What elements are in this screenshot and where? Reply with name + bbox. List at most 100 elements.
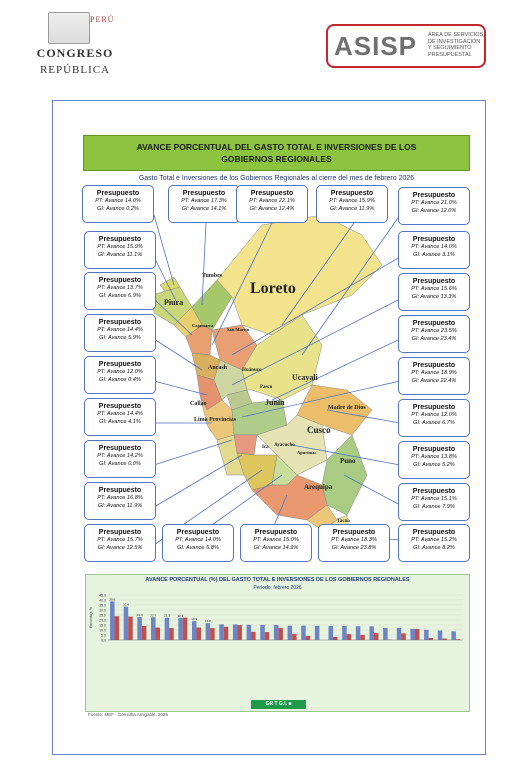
document-frame — [52, 100, 486, 755]
bar-gi — [292, 634, 297, 640]
region-arequipa — [251, 474, 328, 521]
bar-pt — [151, 617, 156, 640]
asisp-subtitle: ÁREA DE SERVICIOS DE INVESTIGACIÓN Y SEG… — [428, 32, 484, 58]
bar-gi — [373, 633, 379, 640]
y-axis-label: Porcentaje % — [89, 607, 93, 628]
place-junin: Junín — [265, 398, 285, 407]
budget-box-heading: Presupuesto — [98, 403, 142, 410]
budget-box-22: Presupuesto PT: Avance 15.0% GI: Avance 14… — [240, 524, 312, 562]
budget-box-heading: Presupuesto — [98, 529, 142, 536]
bar-data-label: 22.3 — [164, 614, 170, 618]
budget-box-gi: GI: Avance 0.2% — [97, 206, 139, 212]
budget-box-12: Presupuesto PT: Avance 12.0% GI: Avance 0.… — [84, 356, 156, 394]
budget-box-pt: PT: Avance 15.2% — [411, 537, 457, 543]
bar-pt — [260, 624, 265, 640]
bar-pt — [355, 626, 361, 640]
budget-box-heading: Presupuesto — [412, 488, 456, 495]
asisp-wordmark: ASISP — [334, 31, 418, 61]
place-madre-de-dios: Madre de Dios — [328, 405, 366, 411]
bar-pt — [328, 626, 334, 640]
title-line-2: GOBIERNOS REGIONALES — [221, 154, 332, 164]
budget-box-heading: Presupuesto — [182, 190, 226, 197]
bar-pt — [424, 629, 429, 640]
budget-box-gi: GI: Avance 4.1% — [99, 419, 141, 425]
budget-box-gi: GI: Avance 0.4% — [99, 377, 141, 383]
budget-box-pt: PT: Avance 17.3% — [181, 198, 227, 204]
budget-box-3: Presupuesto PT: Avance 22.1% GI: Avance 12… — [236, 185, 308, 223]
budget-box-pt: PT: Avance 18.3% — [331, 537, 377, 543]
bar-gi — [196, 627, 201, 640]
budget-box-pt: PT: Avance 12.0% — [411, 412, 457, 418]
budget-box-24: Presupuesto PT: Avance 15.2% GI: Avance 8.… — [398, 524, 470, 562]
budget-box-10: Presupuesto PT: Avance 14.4% GI: Avance 5.… — [84, 314, 156, 352]
budget-box-pt: PT: Avance 15.0% — [253, 537, 299, 543]
y-tick-label: 35.0 — [99, 604, 106, 608]
budget-box-gi: GI: Avance 23.4% — [411, 336, 457, 342]
bar-gi — [455, 639, 461, 640]
budget-box-gi: GI: Avance 23.8% — [331, 545, 377, 551]
place-puno: Puno — [340, 457, 356, 465]
budget-box-heading: Presupuesto — [412, 362, 456, 369]
budget-box-heading: Presupuesto — [332, 529, 376, 536]
bar-data-label: 22.7 — [150, 613, 156, 617]
bar-pt — [246, 624, 252, 640]
budget-box-heading: Presupuesto — [96, 190, 140, 197]
bar-gi — [141, 625, 147, 640]
budget-box-4: Presupuesto PT: Avance 15.9% GI: Avance 11… — [316, 185, 388, 223]
bar-data-label: 18.9 — [191, 617, 197, 621]
bar-pt — [205, 623, 211, 640]
budget-box-pt: PT: Avance 15.1% — [411, 496, 457, 502]
bar-pt — [219, 624, 224, 640]
place-loreto: Loreto — [250, 280, 296, 297]
bar-gi — [401, 633, 406, 640]
budget-box-pt: PT: Avance 14.4% — [97, 411, 143, 417]
budget-box-heading: Presupuesto — [176, 529, 220, 536]
budget-box-11: Presupuesto PT: Avance 23.5% GI: Avance 23… — [398, 315, 470, 353]
budget-box-gi: GI: Avance 13.3% — [411, 294, 457, 300]
budget-box-15: Presupuesto PT: Avance 12.0% GI: Avance 6.… — [398, 399, 470, 437]
place-tumbes: Tumbes — [202, 273, 223, 279]
bar-data-label: 23.0 — [137, 613, 143, 617]
congreso-seal-icon — [48, 12, 90, 44]
budget-box-gi: GI: Avance 5.2% — [413, 462, 455, 468]
budget-box-gi: GI: Avance 14.9% — [253, 545, 299, 551]
y-tick-label: 40.0 — [99, 599, 106, 603]
place-ancash: Ancash — [208, 365, 228, 371]
infographic-title-box: AVANCE PORCENTUAL DEL GASTO TOTAL E INVE… — [83, 135, 470, 171]
peru-map — [151, 214, 401, 546]
bar-pt — [110, 601, 115, 640]
chart-subtitle: Periodo: febrero 2026 — [253, 585, 302, 591]
bar-pt — [451, 631, 456, 640]
bar-pt — [178, 617, 183, 640]
bar-pt — [273, 625, 279, 640]
place-apurimac: Apurímac — [297, 450, 317, 455]
budget-box-gi: GI: Avance 8.2% — [413, 545, 455, 551]
bar-chart-panel: AVANCE PORCENTUAL (%) DEL GASTO TOTAL E … — [85, 574, 470, 712]
budget-box-pt: PT: Avance 14.0% — [411, 244, 457, 250]
budget-box-gi: GI: Avance 3.1% — [413, 252, 455, 258]
place-lima-provincias: Lima Provincias — [194, 417, 237, 423]
region-huancavelica — [233, 434, 258, 456]
infographic-title: AVANCE PORCENTUAL DEL GASTO TOTAL E INVE… — [84, 136, 469, 165]
place-ucayali: Ucayali — [292, 373, 318, 382]
bar-gi — [264, 632, 270, 640]
bar-gi — [251, 631, 256, 640]
budget-box-heading: Presupuesto — [98, 445, 142, 452]
region-ucayali — [241, 314, 323, 401]
budget-box-heading: Presupuesto — [254, 529, 298, 536]
budget-box-6: Presupuesto PT: Avance 15.9% GI: Avance 11… — [84, 231, 156, 269]
budget-box-gi: GI: Avance 11.1% — [97, 252, 143, 258]
bar-gi — [155, 627, 161, 640]
bar-gi — [128, 616, 133, 640]
bar-pt — [437, 630, 443, 640]
budget-box-14: Presupuesto PT: Avance 14.4% GI: Avance 4.… — [84, 398, 156, 436]
budget-box-heading: Presupuesto — [98, 319, 142, 326]
budget-box-18: Presupuesto PT: Avance 16.8% GI: Avance 11… — [84, 482, 156, 520]
budget-box-gi: GI: Avance 6.7% — [413, 420, 455, 426]
budget-box-20: Presupuesto PT: Avance 15.7% GI: Avance 12… — [84, 524, 156, 562]
republica-label: REPÚBLICA — [39, 64, 111, 76]
budget-box-19: Presupuesto PT: Avance 15.1% GI: Avance 7.… — [398, 483, 470, 521]
budget-box-pt: PT: Avance 14.0% — [95, 198, 141, 204]
budget-box-5: Presupuesto PT: Avance 21.0% GI: Avance 12… — [398, 187, 470, 225]
y-tick-label: 30.0 — [99, 609, 106, 613]
